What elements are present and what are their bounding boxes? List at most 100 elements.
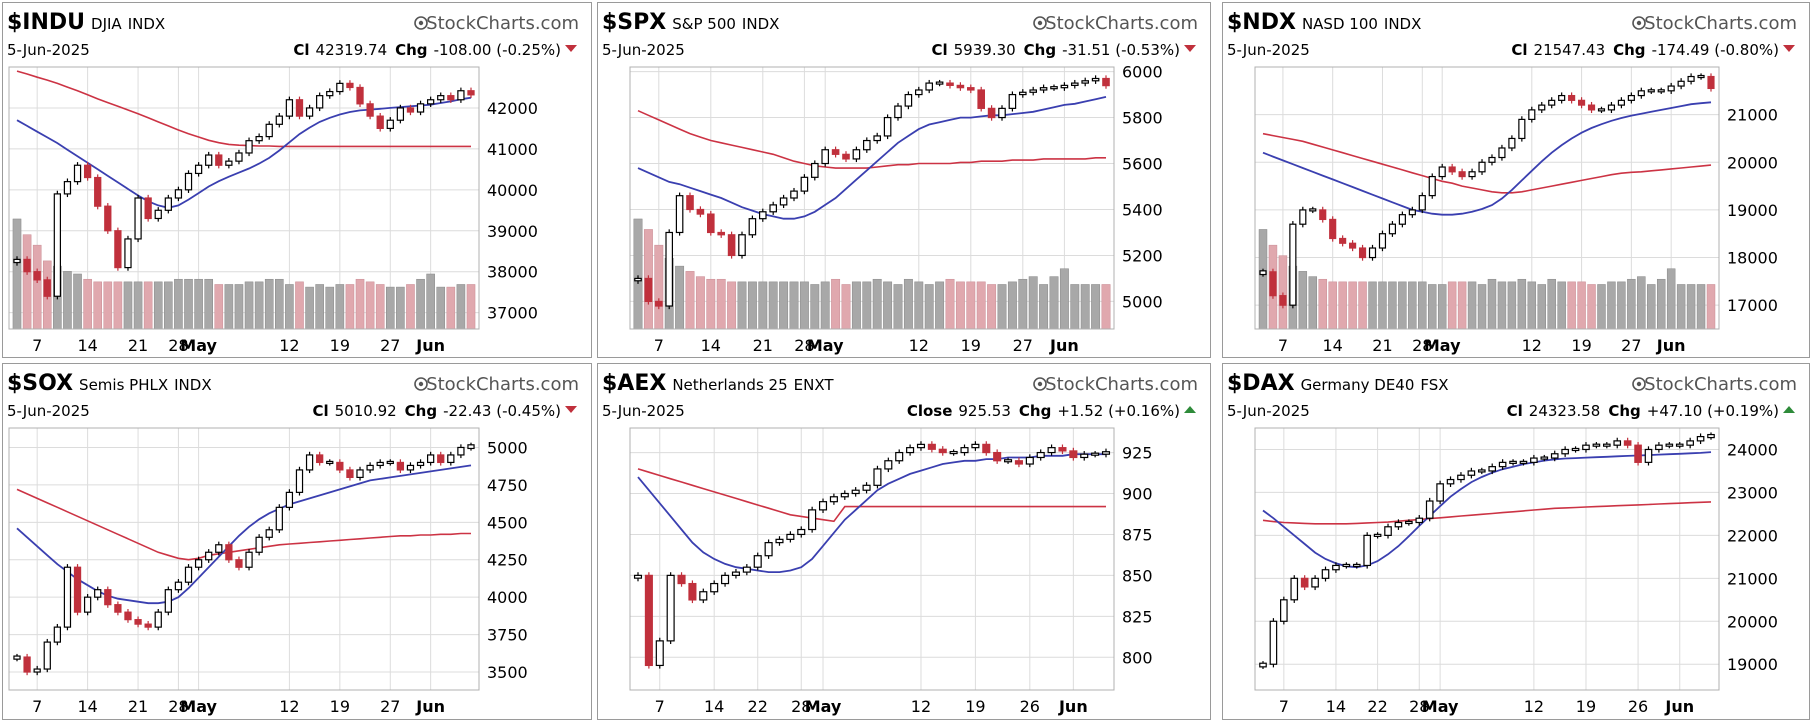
volume-bar xyxy=(416,278,425,330)
volume-bar xyxy=(1477,284,1487,330)
candle xyxy=(1627,92,1635,104)
candle xyxy=(376,459,384,469)
close-label: Cl xyxy=(1507,402,1523,420)
x-tick-label: 27 xyxy=(380,336,400,355)
volume-bar xyxy=(1676,284,1686,330)
x-tick-label: 28 xyxy=(1412,336,1432,355)
volume-bar xyxy=(1408,281,1417,330)
candle xyxy=(775,536,784,546)
symbol: $INDU xyxy=(7,10,85,35)
x-tick-label: May xyxy=(180,336,217,355)
volume-bar xyxy=(1627,278,1636,330)
down-arrow-icon xyxy=(1783,45,1795,52)
candle xyxy=(1091,451,1100,458)
candle xyxy=(1498,459,1507,470)
candle xyxy=(94,586,102,601)
candle xyxy=(1568,92,1576,104)
volume-bar xyxy=(63,271,72,330)
volume-bar xyxy=(831,278,841,330)
candle xyxy=(1478,159,1486,175)
candle xyxy=(194,162,203,177)
chart-panel-indu[interactable]: $INDU DJIA INDX StockCharts.com 5-Jun-2025 Cl… xyxy=(2,2,592,358)
candle xyxy=(285,96,294,120)
chart-panel-aex[interactable]: $AEX Netherlands 25 ENXT StockCharts.com 5-J… xyxy=(597,363,1211,720)
candle xyxy=(1363,532,1371,569)
volume-bar xyxy=(1398,281,1407,330)
candle xyxy=(1321,566,1330,582)
candle xyxy=(1047,444,1056,456)
candle xyxy=(164,194,172,214)
close-value: 925.53 xyxy=(958,402,1011,420)
close-value: 5939.30 xyxy=(954,41,1016,59)
candle xyxy=(925,79,934,94)
candle xyxy=(1558,92,1566,104)
candle xyxy=(1014,457,1023,468)
candle xyxy=(1332,562,1340,573)
y-tick-label: 18000 xyxy=(1727,249,1778,268)
candle xyxy=(1665,442,1674,449)
volume-bar xyxy=(164,281,173,330)
volume-bar xyxy=(1049,276,1059,330)
candle xyxy=(184,170,193,193)
candle xyxy=(677,572,686,587)
volume-bar xyxy=(254,281,264,330)
candle xyxy=(1548,97,1556,109)
candle xyxy=(1498,144,1506,161)
candle xyxy=(1675,442,1684,449)
price-info: Cl 21547.43 Chg -174.49 (-0.80%) xyxy=(1511,41,1779,59)
volume-bar xyxy=(893,284,903,330)
volume-bar xyxy=(1607,281,1616,330)
chart-panel-dax[interactable]: $DAX Germany DE40 FSX StockCharts.com 5-Jun-… xyxy=(1222,363,1810,720)
sma-long-line xyxy=(637,109,1106,169)
volume-bar xyxy=(1467,281,1477,330)
candle xyxy=(1634,442,1642,466)
candle xyxy=(883,114,892,140)
volume-bar xyxy=(1547,278,1556,330)
candle xyxy=(467,87,475,98)
date: 5-Jun-2025 xyxy=(7,402,90,420)
down-arrow-icon xyxy=(565,406,577,413)
candle xyxy=(938,446,947,456)
volume-bar xyxy=(1517,278,1527,330)
volume-bar xyxy=(406,284,415,330)
candle xyxy=(1378,230,1387,252)
candle xyxy=(427,451,435,466)
candle xyxy=(1509,459,1517,466)
chart-svg: $NDX NASD 100 INDX StockCharts.com 5-Jun-202… xyxy=(1227,10,1797,355)
candle xyxy=(1578,97,1586,109)
x-tick-label: 28 xyxy=(168,697,188,716)
candle xyxy=(753,552,762,571)
volume-bar xyxy=(716,278,726,330)
price-info: Cl 42319.74 Chg -108.00 (-0.25%) xyxy=(293,41,561,59)
chart-panel-spx[interactable]: $SPX S&P 500 INDX StockCharts.com 5-Jun-2025… xyxy=(597,2,1211,358)
candle xyxy=(1259,661,1267,670)
exchange: FSX xyxy=(1420,376,1448,394)
candle xyxy=(396,459,405,474)
volume-bar xyxy=(1527,281,1537,330)
candle xyxy=(265,526,273,541)
chart-panel-sox[interactable]: $SOX Semis PHLX INDX StockCharts.com 5-Jun-2… xyxy=(2,363,592,720)
chart-panel-ndx[interactable]: $NDX NASD 100 INDX StockCharts.com 5-Jun-202… xyxy=(1222,2,1810,358)
chg-value: +47.10 (+0.19%) xyxy=(1647,402,1779,420)
candle xyxy=(1667,82,1675,94)
candle xyxy=(742,564,751,576)
candle xyxy=(416,100,425,116)
symbol: $SPX xyxy=(602,10,666,35)
candle xyxy=(235,556,243,571)
chart-title: $NDX NASD 100 INDX xyxy=(1227,10,1421,35)
y-tick-label: 3750 xyxy=(487,626,528,645)
x-tick-label: Jun xyxy=(415,697,445,716)
info-line: 5-Jun-2025 xyxy=(602,41,685,59)
chart-title: $INDU DJIA INDX xyxy=(7,10,165,35)
y-tick-label: 17000 xyxy=(1727,296,1778,315)
candle xyxy=(665,229,674,310)
price-info: Cl 5010.92 Chg -22.43 (-0.45%) xyxy=(312,402,561,420)
volume-bar xyxy=(1308,276,1318,330)
close-value: 24323.58 xyxy=(1529,402,1601,420)
candle xyxy=(376,112,384,132)
close-label: Close xyxy=(907,402,953,420)
x-tick-label: 14 xyxy=(704,697,724,716)
exchange: ENXT xyxy=(794,376,835,394)
candle xyxy=(245,549,253,571)
candle xyxy=(63,178,72,198)
